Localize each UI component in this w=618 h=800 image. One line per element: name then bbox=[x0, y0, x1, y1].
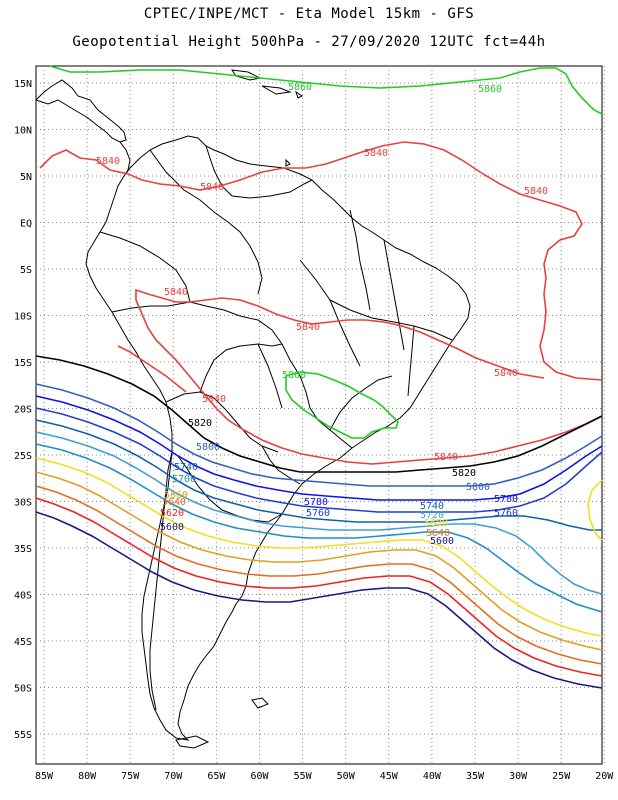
lat-tick-label: 50S bbox=[14, 684, 32, 695]
contour-line-5600 bbox=[35, 511, 603, 689]
contour-label: 5740 bbox=[420, 501, 444, 512]
map-title-line1: CPTEC/INPE/MCT - Eta Model 15km - GFS bbox=[143, 6, 475, 22]
contour-label: 5760 bbox=[306, 508, 330, 519]
contour-label: 5700 bbox=[172, 474, 196, 485]
lon-tick-label: 85W bbox=[35, 771, 54, 782]
lat-tick-label: 15S bbox=[14, 358, 32, 369]
contour-line-5860 bbox=[285, 371, 399, 439]
contour-label: 5840 bbox=[494, 368, 518, 379]
lat-tick-label: 5S bbox=[20, 265, 32, 276]
lon-tick-label: 55W bbox=[294, 771, 313, 782]
contour-label: 5620 bbox=[160, 508, 184, 519]
lat-tick-label: 45S bbox=[14, 637, 32, 648]
contour-line-5760 bbox=[35, 407, 603, 513]
lon-tick-label: 40W bbox=[423, 771, 442, 782]
contour-label: 5840 bbox=[202, 394, 226, 405]
contour-label: 5780 bbox=[304, 497, 328, 508]
lon-tick-label: 30W bbox=[509, 771, 528, 782]
contour-line-5780 bbox=[35, 395, 603, 501]
contour-label: 5840 bbox=[434, 452, 458, 463]
contour-line-5840 bbox=[135, 288, 603, 465]
contour-label: 5660 bbox=[164, 490, 188, 501]
contour-line-5800 bbox=[35, 383, 603, 487]
lat-tick-label: 25S bbox=[14, 451, 32, 462]
map-frame bbox=[35, 65, 603, 765]
lon-tick-label: 35W bbox=[466, 771, 485, 782]
contour-label: 5840 bbox=[524, 186, 548, 197]
lat-tick-label: EQ bbox=[20, 219, 32, 230]
contour-label: 5820 bbox=[452, 468, 476, 479]
contour-line-5720 bbox=[35, 431, 603, 595]
contour-label: 5720 bbox=[420, 510, 444, 521]
lat-tick-label: 55S bbox=[14, 730, 32, 741]
lat-tick-label: 10N bbox=[14, 126, 32, 137]
lon-tick-label: 45W bbox=[380, 771, 399, 782]
contour-label: 5640 bbox=[162, 497, 186, 508]
lon-tick-label: 75W bbox=[121, 771, 140, 782]
lat-tick-label: 35S bbox=[14, 544, 32, 555]
lon-tick-labels: 85W 80W 75W 70W 65W 60W 55W 50W 45W 40W 35W 30W 25W 2… bbox=[35, 771, 614, 782]
lat-tick-label: 20S bbox=[14, 405, 32, 416]
lon-tick-label: 70W bbox=[164, 771, 183, 782]
lat-tick-label: 40S bbox=[14, 591, 32, 602]
contour-label: 5840 bbox=[200, 182, 224, 193]
contour-label: 5820 bbox=[188, 418, 212, 429]
contour-label: 5840 bbox=[164, 287, 188, 298]
contour-line-5680 bbox=[35, 457, 603, 637]
contour-lines bbox=[35, 65, 603, 689]
contour-line-5680 bbox=[587, 479, 603, 541]
lon-tick-label: 50W bbox=[337, 771, 356, 782]
contour-label: 5800 bbox=[466, 482, 490, 493]
contour-label: 5860 bbox=[478, 84, 502, 95]
lon-tick-label: 65W bbox=[207, 771, 226, 782]
map-title-line2: Geopotential Height 500hPa - 27/09/2020 … bbox=[72, 34, 546, 50]
contour-label: 5640 bbox=[426, 528, 450, 539]
contour-label: 5860 bbox=[288, 82, 312, 93]
contour-labels: 5860 5860 5840 5840 5840 5840 5840 5840 … bbox=[96, 82, 548, 547]
lat-tick-label: 5N bbox=[20, 172, 32, 183]
contour-line-5660 bbox=[35, 471, 603, 651]
coastlines bbox=[35, 69, 471, 749]
grid-lines bbox=[36, 66, 605, 764]
lat-tick-label: 15N bbox=[14, 79, 32, 90]
contour-label: 5780 bbox=[494, 494, 518, 505]
lon-tick-label: 60W bbox=[250, 771, 269, 782]
lat-tick-label: 30S bbox=[14, 498, 32, 509]
lon-tick-label: 25W bbox=[552, 771, 571, 782]
lat-tick-label: 10S bbox=[14, 312, 32, 323]
contour-label: 5800 bbox=[196, 442, 220, 453]
contour-label: 5840 bbox=[364, 148, 388, 159]
contour-line-5840 bbox=[117, 345, 187, 393]
contour-label: 5760 bbox=[494, 508, 518, 519]
contour-line-5640 bbox=[35, 485, 603, 665]
contour-label: 5840 bbox=[96, 156, 120, 167]
lon-tick-label: 20W bbox=[595, 771, 614, 782]
contour-label: 5860 bbox=[282, 370, 306, 381]
contour-line-5860 bbox=[49, 65, 603, 115]
contour-line-5620 bbox=[35, 497, 603, 677]
contour-label: 5600 bbox=[160, 522, 184, 533]
contour-label: 5600 bbox=[430, 536, 454, 547]
contour-label: 5840 bbox=[296, 322, 320, 333]
contour-line-5740 bbox=[35, 419, 602, 531]
contour-line-5840 bbox=[39, 141, 603, 381]
contour-line-5700 bbox=[35, 443, 603, 613]
contour-line-5820 bbox=[35, 355, 603, 473]
lon-tick-label: 80W bbox=[78, 771, 97, 782]
lat-tick-labels: 15N 10N 5N EQ 5S 10S 15S 20S 25S 30S 35S 40S 45S 50S 5… bbox=[14, 79, 32, 741]
contour-label: 5680 bbox=[424, 518, 448, 529]
contour-label: 5740 bbox=[174, 462, 198, 473]
